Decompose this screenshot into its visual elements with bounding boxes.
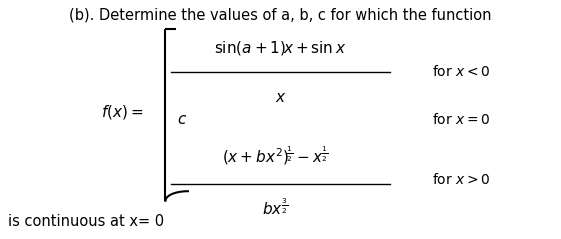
Text: for $x = 0$: for $x = 0$ — [432, 112, 490, 127]
Text: $\sin\!\left(a+1\right)\!x+\sin x$: $\sin\!\left(a+1\right)\!x+\sin x$ — [214, 39, 347, 57]
Text: is continuous at x= 0: is continuous at x= 0 — [8, 214, 164, 229]
Text: $bx^{\frac{3}{2}}$: $bx^{\frac{3}{2}}$ — [262, 197, 288, 218]
Text: for $x > 0$: for $x > 0$ — [432, 172, 490, 187]
Text: for $x < 0$: for $x < 0$ — [432, 64, 490, 79]
Text: (b). Determine the values of a, b, c for which the function: (b). Determine the values of a, b, c for… — [69, 7, 492, 22]
Text: $c$: $c$ — [177, 112, 187, 127]
Text: $x$: $x$ — [275, 91, 286, 105]
Text: $\left(x+bx^{2}\right)^{\!\frac{1}{2}}-x^{\frac{1}{2}}$: $\left(x+bx^{2}\right)^{\!\frac{1}{2}}-x… — [222, 144, 328, 167]
Text: $f\left(x\right)=$: $f\left(x\right)=$ — [100, 103, 143, 121]
